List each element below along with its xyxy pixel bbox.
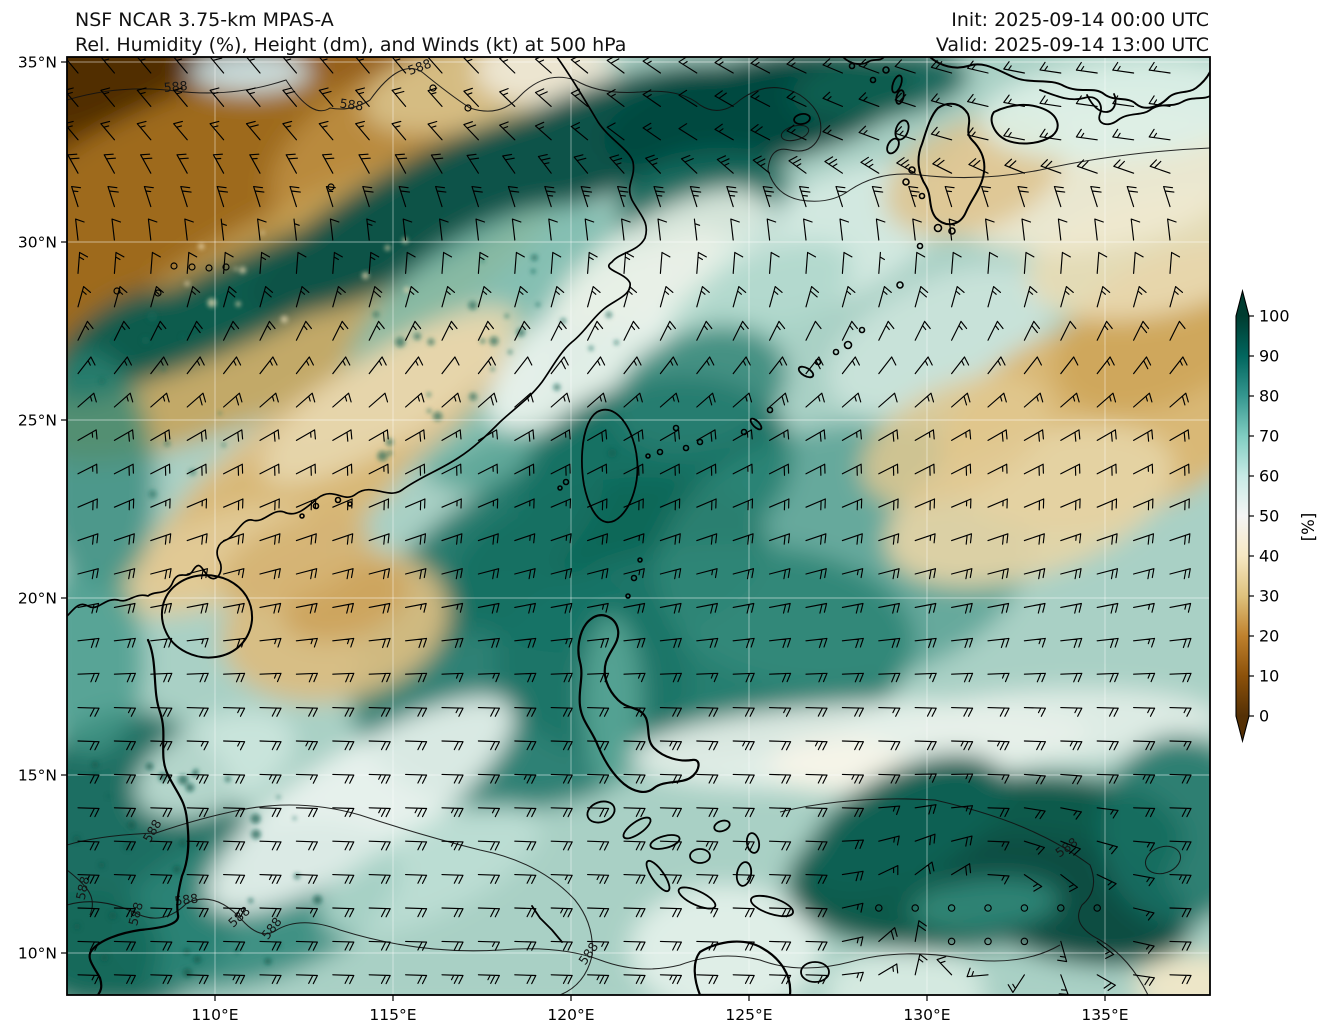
- contour-label-588: 588: [73, 875, 93, 902]
- colorbar-tick-label: 40: [1259, 547, 1279, 566]
- coastlines: [67, 57, 1210, 995]
- y-tick-label: 10°N: [18, 945, 57, 963]
- colorbar-unit-label: [%]: [1299, 513, 1318, 542]
- x-tick-label: 110°E: [191, 1006, 238, 1024]
- x-tick-label: 135°E: [1081, 1006, 1128, 1024]
- colorbar-tick-label: 60: [1259, 467, 1279, 486]
- colorbar-tick-label: 30: [1259, 587, 1279, 606]
- colorbar: 0 10 20 30 40 50 60 70 80 90 100 [%]: [1235, 288, 1318, 744]
- contour-label-588: 588: [339, 95, 365, 113]
- x-tick-label: 115°E: [369, 1006, 416, 1024]
- height-contours: [67, 68, 1210, 995]
- y-axis: 35°N 30°N 25°N 20°N 15°N 10°N: [18, 54, 67, 963]
- y-tick-label: 20°N: [18, 590, 57, 608]
- chart-title: NSF NCAR 3.75-km MPAS-A: [75, 9, 334, 31]
- humidity-field: [67, 57, 1210, 995]
- wind-barbs: [67, 57, 1192, 995]
- valid-time-label: Valid: 2025-09-14 13:00 UTC: [935, 34, 1209, 56]
- x-axis: 110°E 115°E 120°E 125°E 130°E 135°E: [191, 995, 1129, 1024]
- x-tick-label: 125°E: [725, 1006, 772, 1024]
- contour-label-588: 588: [174, 890, 200, 908]
- colorbar-tick-label: 20: [1259, 627, 1279, 646]
- colorbar-tick-label: 80: [1259, 387, 1279, 406]
- init-time-label: Init: 2025-09-14 00:00 UTC: [951, 9, 1209, 31]
- y-tick-label: 15°N: [18, 767, 57, 785]
- y-tick-label: 25°N: [18, 412, 57, 430]
- gridlines: [67, 57, 1210, 995]
- chart-subtitle: Rel. Humidity (%), Height (dm), and Wind…: [75, 34, 627, 56]
- colorbar-tick-label: 90: [1259, 347, 1279, 366]
- colorbar-tick-label: 100: [1259, 307, 1290, 326]
- map-border: [66, 56, 1211, 996]
- colorbar-tick-label: 50: [1259, 507, 1279, 526]
- y-tick-label: 30°N: [18, 234, 57, 252]
- colorbar-tick-label: 0: [1259, 707, 1269, 726]
- colorbar-tick-label: 10: [1259, 667, 1279, 686]
- y-tick-label: 35°N: [18, 54, 57, 72]
- contour-label-588: 588: [125, 900, 146, 927]
- colorbar-tick-label: 70: [1259, 427, 1279, 446]
- x-tick-label: 120°E: [547, 1006, 594, 1024]
- contour-label-588: 588: [163, 78, 188, 95]
- x-tick-label: 130°E: [903, 1006, 950, 1024]
